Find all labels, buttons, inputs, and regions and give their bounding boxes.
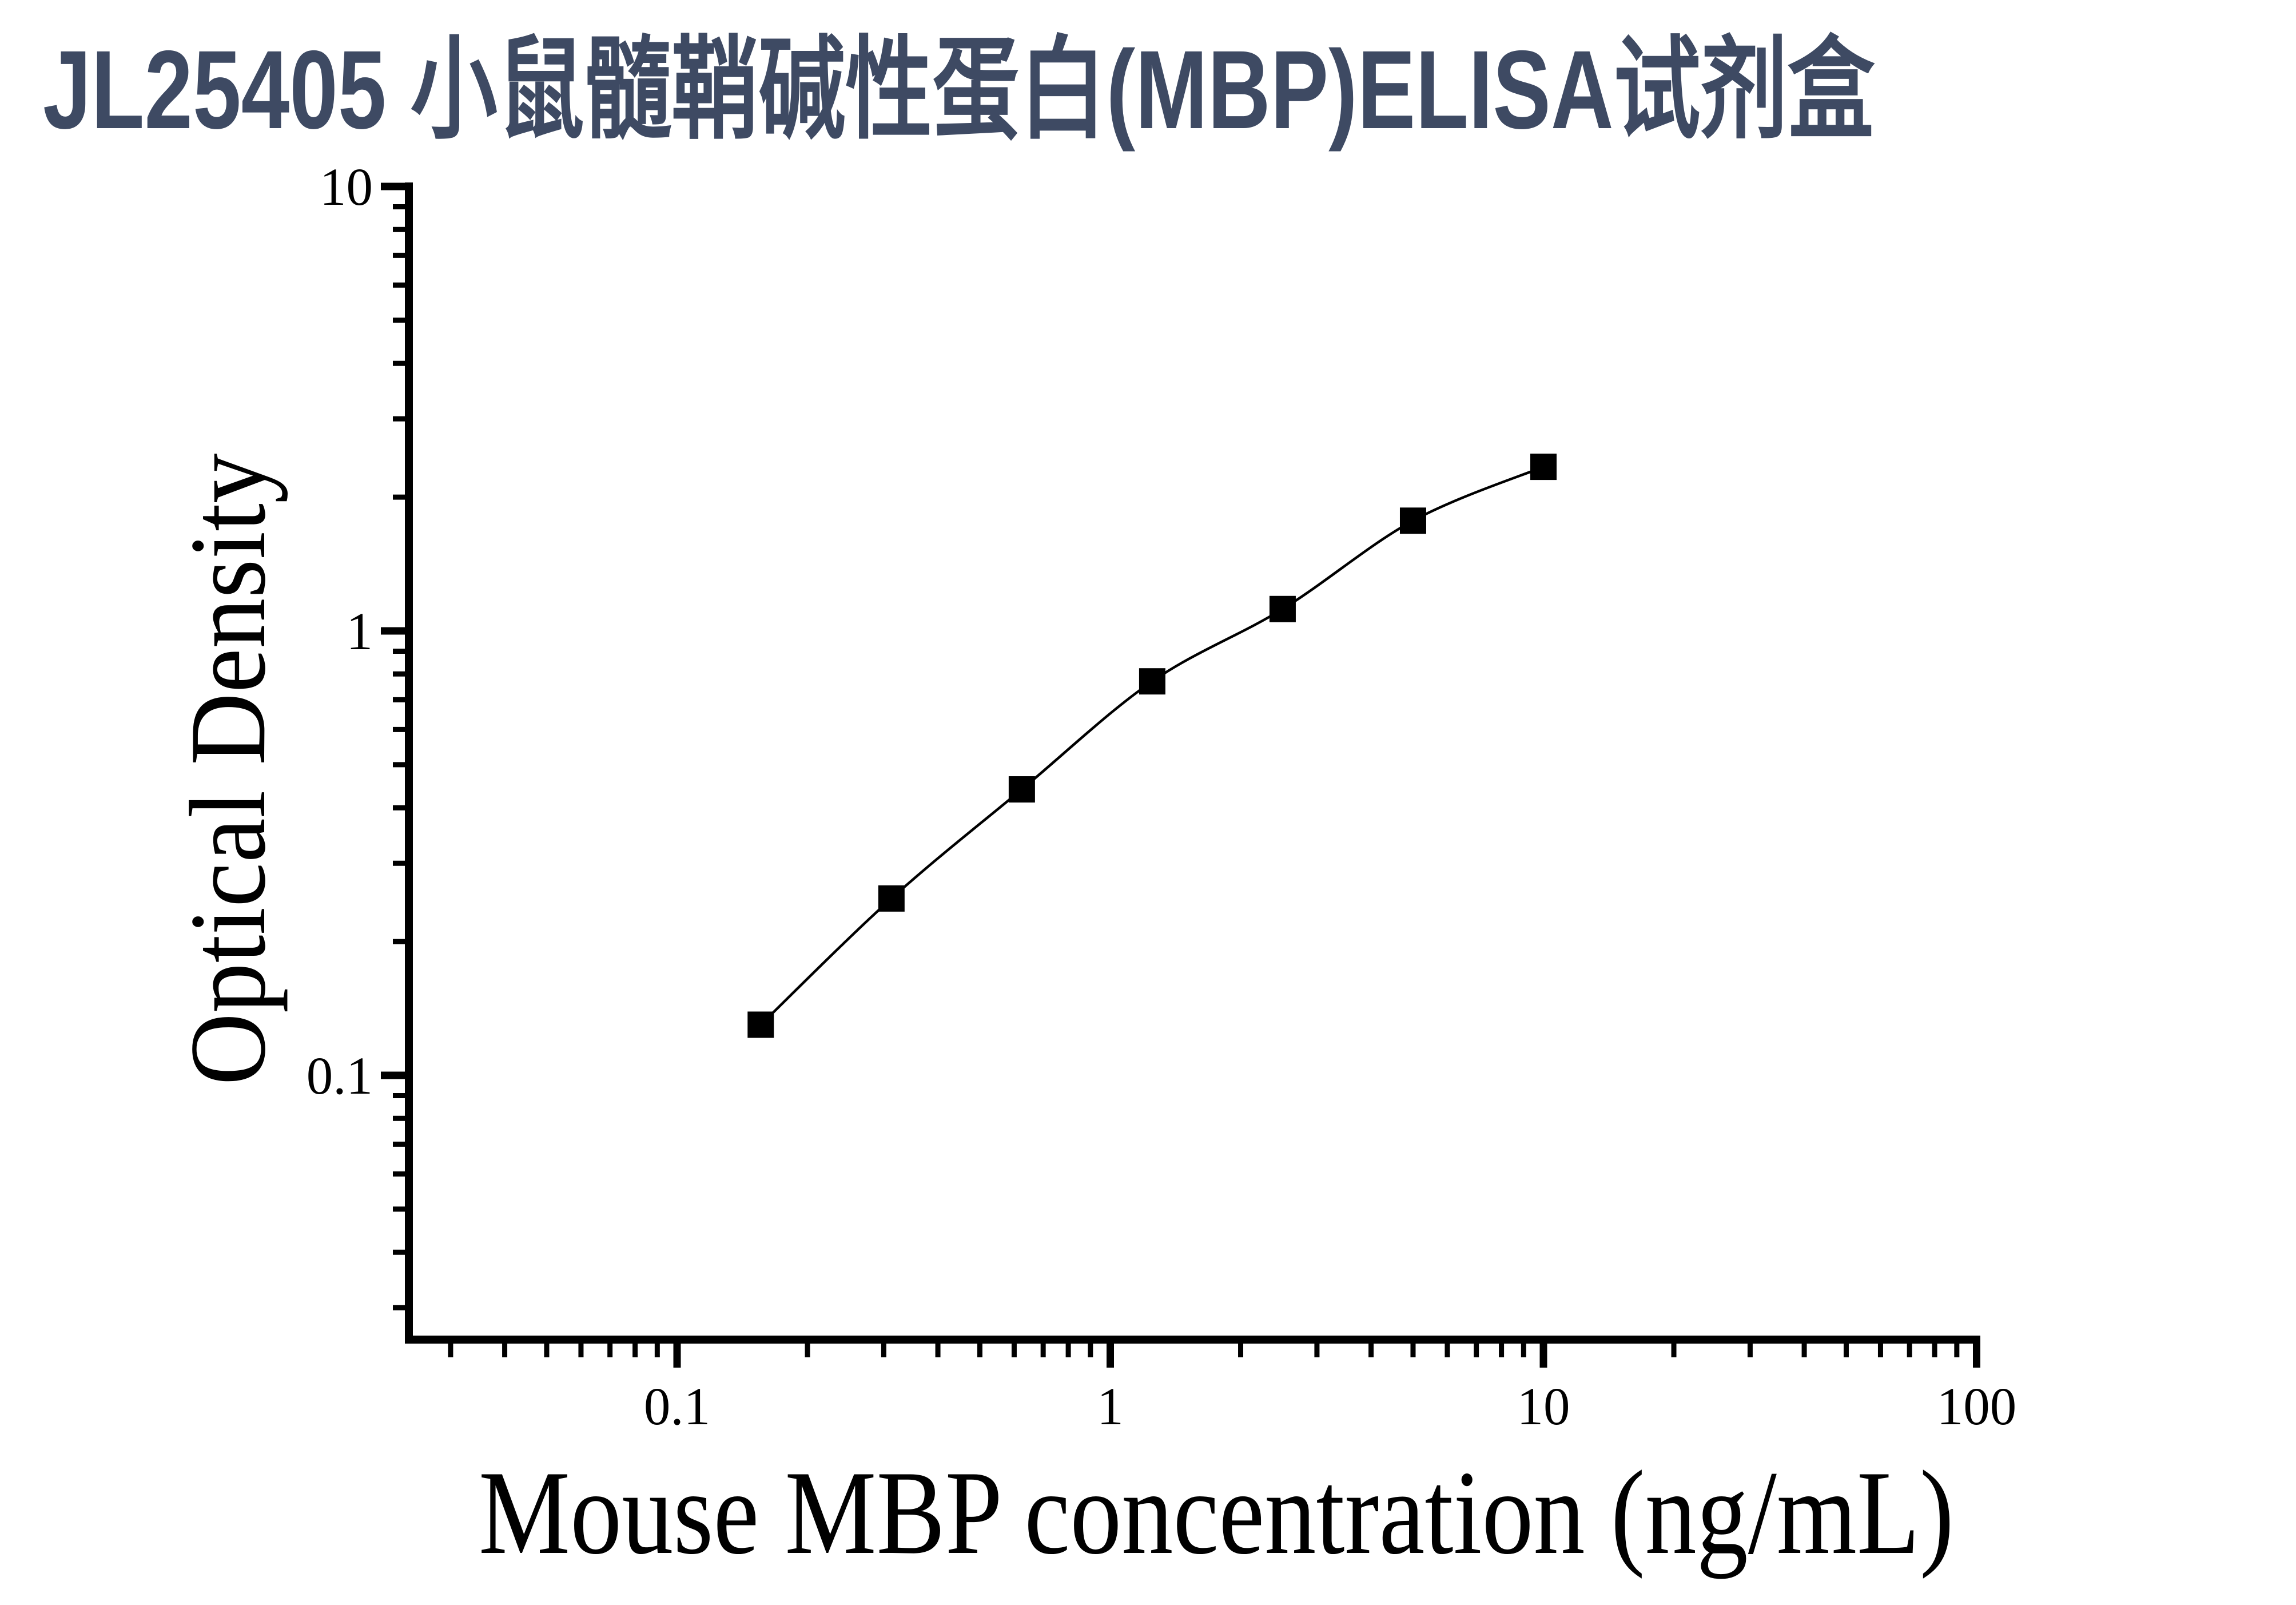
- y-axis-title: Optical Density: [168, 454, 288, 1086]
- y-axis-minor-ticks: [393, 204, 405, 1310]
- page-title: JL25405 小鼠髓鞘碱性蛋白(MBP)ELISA试剂盒: [43, 27, 1875, 152]
- x-axis-minor-ticks: [448, 1344, 1960, 1357]
- x-tick-label: 10: [1517, 1377, 1570, 1436]
- y-axis-tick-labels: 10 1 0.1: [307, 158, 373, 1106]
- data-point-markers: [747, 454, 1557, 1038]
- data-point-marker: [1139, 668, 1165, 695]
- y-tick-label: 10: [320, 158, 373, 217]
- x-tick-label: 0.1: [644, 1377, 710, 1436]
- curve-line: [759, 466, 1544, 1026]
- x-axis-title: Mouse MBP concentration (ng/mL): [479, 1447, 1954, 1579]
- y-axis: 10 1 0.1: [307, 158, 413, 1344]
- data-point-marker: [747, 1011, 774, 1038]
- x-axis-major-ticks: [673, 1344, 1980, 1368]
- y-tick-label: 1: [347, 602, 373, 661]
- data-point-marker: [1008, 776, 1035, 803]
- data-point-marker: [878, 885, 905, 912]
- x-tick-label: 1: [1097, 1377, 1124, 1436]
- x-axis-tick-labels: 0.1 1 10 100: [644, 1377, 2016, 1436]
- y-tick-label: 0.1: [307, 1047, 373, 1106]
- x-axis: 0.1 1 10 100: [405, 1336, 2016, 1436]
- x-tick-label: 100: [1937, 1377, 2017, 1436]
- data-point-marker: [1399, 507, 1426, 534]
- data-point-marker: [1269, 595, 1296, 622]
- y-axis-major-ticks: [381, 182, 405, 1079]
- data-point-marker: [1530, 454, 1557, 480]
